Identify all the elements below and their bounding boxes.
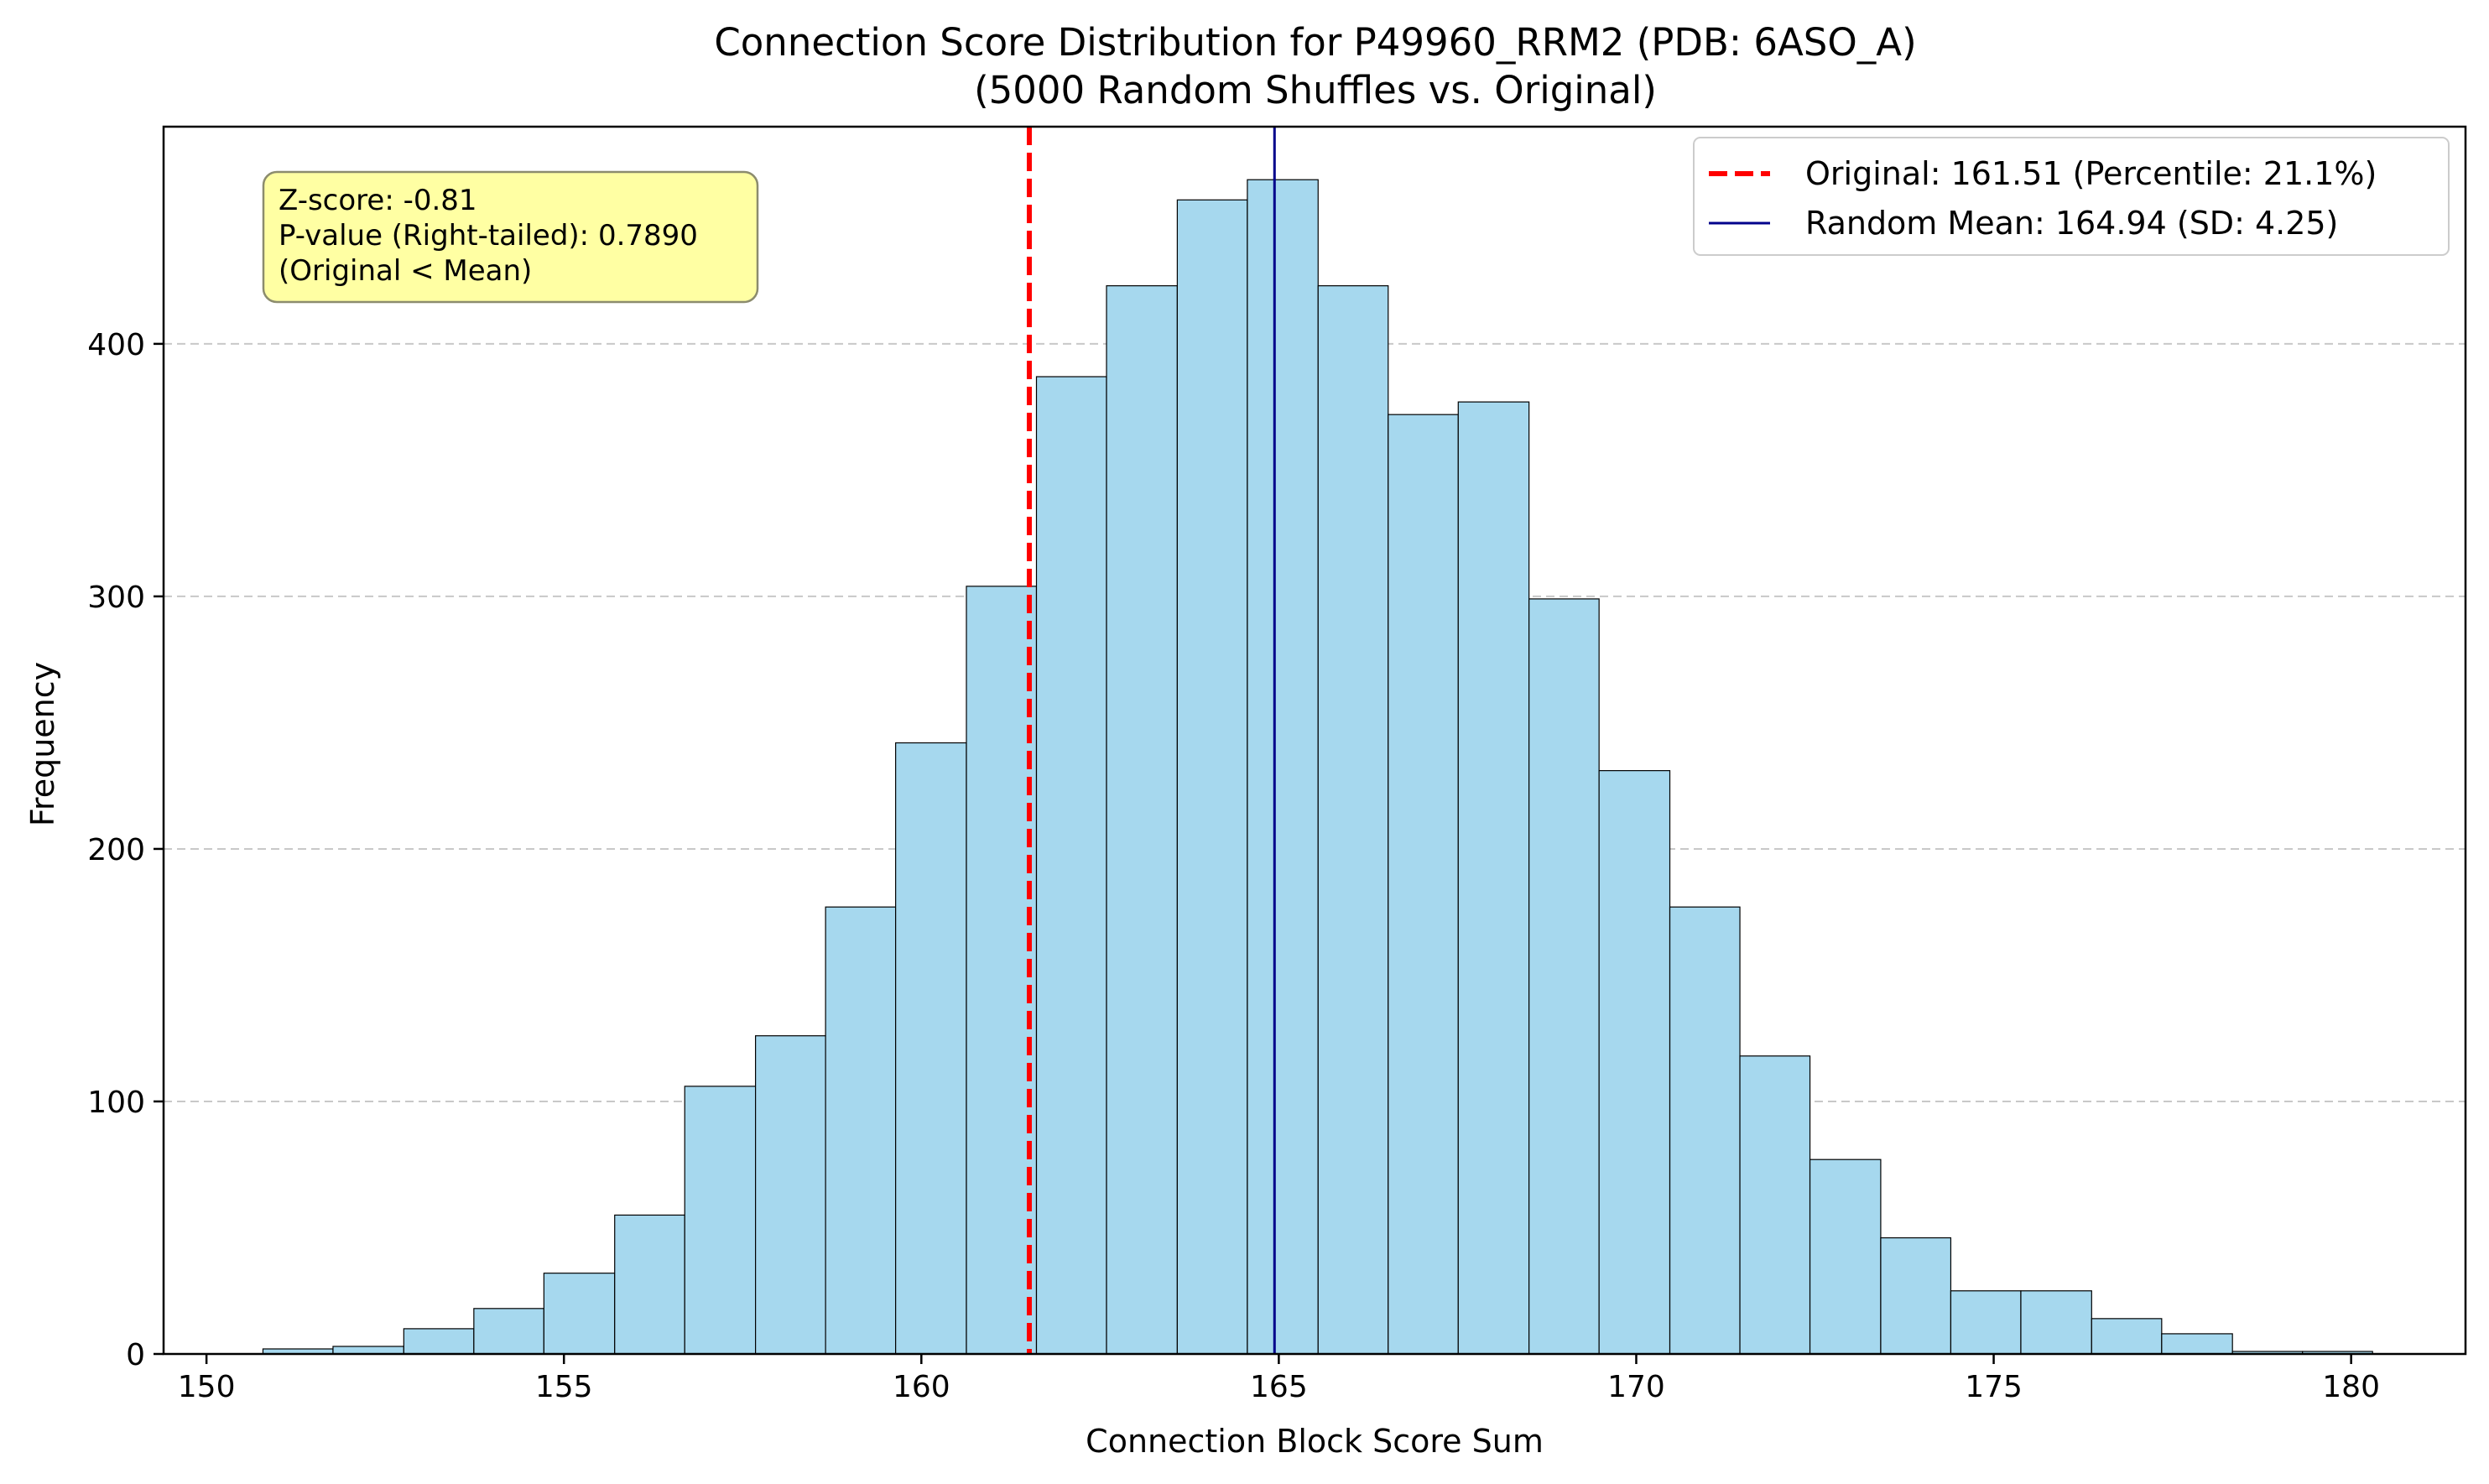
histogram-bar [895,742,967,1355]
x-tick-label: 170 [1607,1370,1665,1404]
x-tick-label: 160 [893,1370,950,1404]
y-tick-label: 100 [87,1086,145,1120]
y-axis-label: Frequency [24,662,61,826]
x-tick-label: 180 [2322,1370,2380,1404]
histogram-bar [825,906,897,1355]
x-tick-label: 155 [535,1370,593,1404]
y-tick-label: 400 [87,328,145,362]
legend: Original: 161.51 (Percentile: 21.1%) Ran… [1693,137,2450,256]
histogram-bar [754,1035,826,1355]
x-axis-label: Connection Block Score Sum [1086,1423,1544,1460]
gridlines [164,342,2466,1102]
chart-subtitle: (5000 Random Shuffles vs. Original) [974,68,1657,112]
histogram-bar [1809,1159,1882,1355]
histogram-bar [1035,376,1107,1355]
annotation-comparison: (Original < Mean) [279,254,532,288]
histogram-bar [1598,770,1671,1355]
histogram-bar [966,586,1038,1355]
legend-label-random-mean: Random Mean: 164.94 (SD: 4.25) [1805,205,2338,242]
annotation-zscore: Z-score: -0.81 [279,184,477,217]
chart-title: Connection Score Distribution for P49960… [714,20,1916,65]
histogram-bar [543,1273,616,1355]
histogram-bar [2020,1290,2092,1355]
histogram-bar [1950,1290,2022,1355]
x-tick-label: 175 [1965,1370,2023,1404]
y-tick-label: 200 [87,833,145,867]
annotation-background [262,170,759,304]
y-axis-ticks: 0 100 200 300 400 [87,328,164,1372]
y-tick-label: 300 [87,581,145,615]
reference-lines [1026,127,1276,1354]
x-tick-label: 165 [1250,1370,1308,1404]
histogram-bar [1106,285,1178,1355]
histogram-bar [684,1086,757,1355]
histogram-bar [1247,179,1319,1355]
histogram-bar [1669,906,1741,1355]
histogram-bar [1317,285,1389,1355]
histogram-bar [1528,598,1600,1355]
histogram-bar [332,1346,404,1355]
histogram-bar [614,1214,685,1355]
histogram-bar [1388,414,1459,1355]
plot-area-frame [162,125,2467,1356]
statistics-annotation-box: Z-score: -0.81 P-value (Right-tailed): 0… [262,170,759,304]
histogram-bars [262,179,2373,1355]
histogram-bar [2161,1333,2233,1355]
histogram-bar [1739,1055,1811,1355]
legend-label-original: Original: 161.51 (Percentile: 21.1%) [1805,155,2377,192]
histogram-bar [1880,1237,1952,1355]
legend-frame [1693,137,2450,256]
histogram-bar [1176,199,1248,1355]
histogram-bar [403,1328,475,1355]
x-axis-ticks: 150 155 160 165 170 175 180 [178,1354,2380,1404]
histogram-bar [473,1308,544,1355]
annotation-pvalue: P-value (Right-tailed): 0.7890 [279,219,698,253]
y-tick-label: 0 [126,1338,145,1372]
histogram-bar [1457,401,1530,1355]
histogram-bar [2091,1318,2163,1355]
x-tick-label: 150 [178,1370,236,1404]
